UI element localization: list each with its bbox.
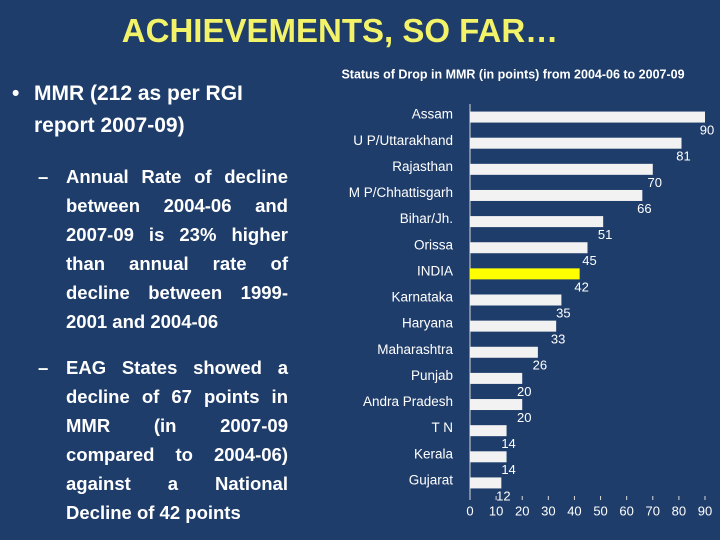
y-tick-label: Maharashtra [377, 342, 453, 357]
value-label: 35 [556, 305, 570, 320]
x-tick-label: 0 [466, 503, 473, 518]
x-tick-label: 80 [672, 503, 686, 518]
value-label: 66 [637, 201, 651, 216]
bar [470, 216, 604, 228]
y-tick-label: Kerala [414, 446, 454, 461]
x-tick-label: 70 [646, 503, 660, 518]
bar [470, 451, 507, 463]
y-tick-label: M P/Chhattisgarh [349, 185, 453, 200]
x-tick-label: 90 [698, 503, 712, 518]
value-label: 26 [533, 358, 547, 373]
x-tick-label: 40 [567, 503, 581, 518]
y-tick-label: Haryana [402, 316, 454, 331]
y-tick-label: Karnataka [391, 290, 453, 305]
x-tick-label: 60 [619, 503, 633, 518]
value-label: 12 [496, 488, 510, 503]
bullet-text: MMR (212 as per RGI report 2007-09) [34, 82, 243, 137]
y-tick-label: Assam [412, 107, 453, 122]
x-tick-label: 20 [515, 503, 529, 518]
y-tick-label: Bihar/Jh. [400, 211, 453, 226]
bar [470, 320, 557, 332]
y-tick-label: Punjab [411, 368, 453, 383]
bar [470, 399, 523, 411]
subbullet: – EAG States showed a decline of 67 point… [38, 353, 288, 527]
bar [470, 372, 523, 384]
slide-title: ACHIEVEMENTS, SO FAR… [121, 12, 559, 49]
bar [470, 294, 562, 306]
bar [470, 346, 538, 358]
bar [470, 242, 588, 254]
subbullet-text: EAG States showed a decline of 67 points… [66, 357, 288, 523]
value-label: 90 [700, 123, 714, 138]
y-tick-label: U P/Uttarakhand [353, 133, 453, 148]
value-label: 42 [574, 279, 588, 294]
bar [470, 268, 580, 280]
bar [470, 111, 705, 123]
bar [470, 477, 502, 489]
bar [470, 189, 643, 201]
bullet: • MMR (212 as per RGI report 2007-09) [12, 78, 297, 142]
bar [470, 163, 653, 175]
y-tick-label: Andra Pradesh [363, 394, 453, 409]
y-tick-label: T N [431, 420, 453, 435]
y-tick-label: Rajasthan [392, 159, 453, 174]
y-tick-label: Gujarat [409, 472, 454, 487]
value-label: 45 [582, 253, 596, 268]
value-label: 81 [676, 149, 690, 164]
value-label: 14 [501, 436, 515, 451]
value-label: 20 [517, 410, 531, 425]
value-label: 20 [517, 384, 531, 399]
y-tick-label: INDIA [417, 263, 453, 278]
value-label: 51 [598, 227, 612, 242]
chart-title: Status of Drop in MMR (in points) from 2… [341, 67, 684, 81]
bar [470, 425, 507, 437]
bar [470, 137, 682, 149]
x-tick-label: 50 [593, 503, 607, 518]
x-tick-label: 10 [489, 503, 503, 518]
value-label: 70 [648, 175, 662, 190]
x-tick-label: 30 [541, 503, 555, 518]
subbullet: – Annual Rate of decline between 2004-06 … [38, 162, 288, 336]
y-tick-label: Orissa [414, 237, 453, 252]
value-label: 14 [501, 462, 515, 477]
value-label: 33 [551, 332, 565, 347]
subbullet-text: Annual Rate of decline between 2004-06 a… [66, 166, 288, 332]
